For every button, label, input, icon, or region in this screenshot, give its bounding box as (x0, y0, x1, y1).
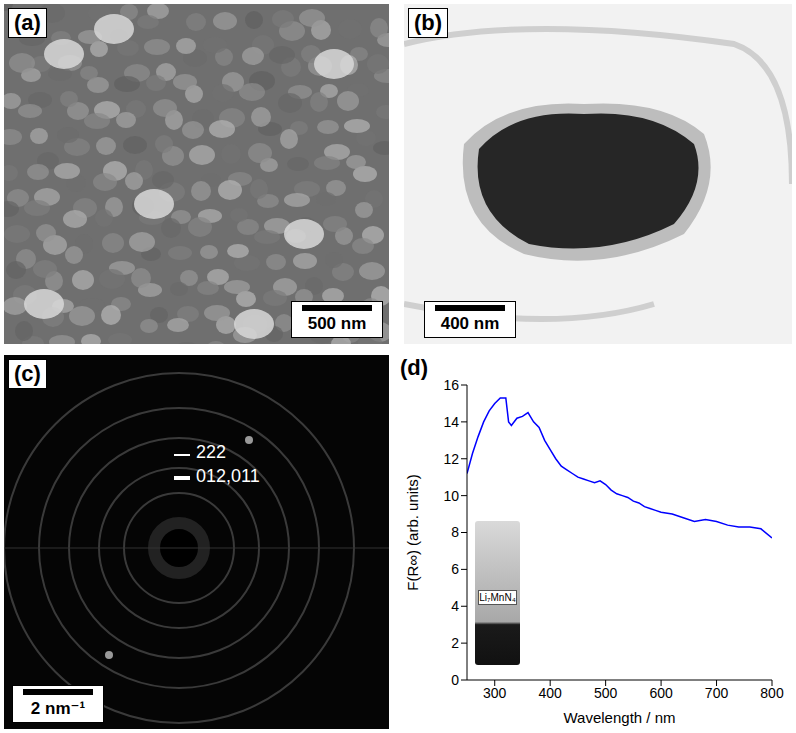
html-text:(c): (c) (14, 361, 41, 386)
svg-text:700: 700 (705, 685, 729, 701)
svg-text:12: 12 (443, 451, 459, 467)
svg-text:600: 600 (649, 685, 673, 701)
svg-text:10: 10 (443, 488, 459, 504)
svg-text:400: 400 (539, 685, 563, 701)
html-text:2 nm⁻¹: 2 nm⁻¹ (30, 699, 86, 718)
html-text:(a): (a) (14, 10, 41, 35)
html-text:222: 222 (196, 442, 226, 462)
svg-text:16: 16 (443, 377, 459, 393)
svg-text:300: 300 (483, 685, 507, 701)
html-text:(d): (d) (400, 355, 429, 380)
svg-text:8: 8 (451, 524, 459, 540)
html-text:012,011: 012,011 (196, 466, 260, 486)
html-text:400 nm: 400 nm (440, 314, 500, 333)
svg-text:4: 4 (451, 598, 459, 614)
svg-text:0: 0 (451, 672, 459, 688)
svg-text:800: 800 (760, 685, 784, 701)
svg-text:Wavelength / nm: Wavelength / nm (564, 709, 676, 726)
svg-text:2: 2 (451, 635, 459, 651)
html-text:500 nm: 500 nm (307, 314, 367, 333)
svg-text:6: 6 (451, 561, 459, 577)
svg-text:F(R∞) (arb. units): F(R∞) (arb. units) (404, 474, 421, 591)
svg-text:14: 14 (443, 414, 459, 430)
html-text:(b): (b) (414, 10, 443, 35)
svg-text:500: 500 (594, 685, 618, 701)
html-text:Li₇MnN₄: Li₇MnN₄ (479, 592, 516, 604)
